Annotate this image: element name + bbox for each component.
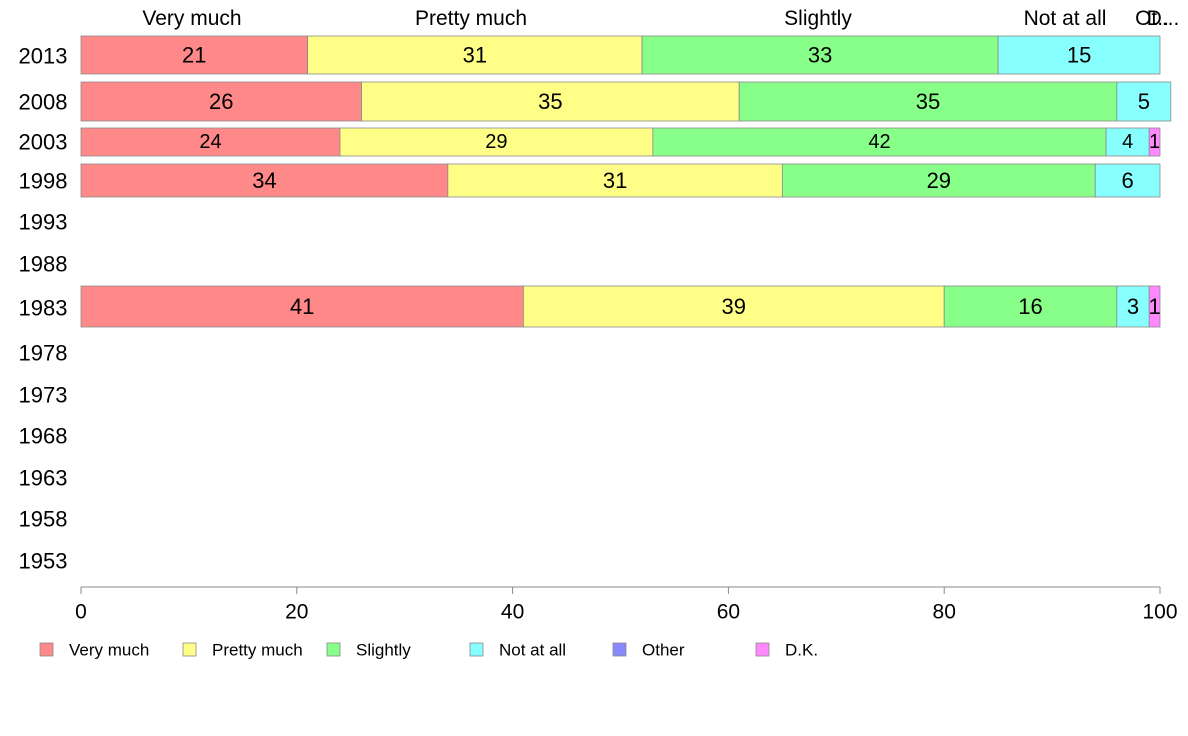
bar-1998-slightly <box>781 163 1096 198</box>
bar-2008-pretty-much <box>361 81 740 122</box>
y-label-1993: 1993 <box>19 210 68 235</box>
top-label-ot-: Ot.. <box>1135 7 1169 30</box>
y-label-2013: 2013 <box>19 44 68 69</box>
top-label-not-at-all: Not at all <box>1024 7 1107 30</box>
bar-1983-pretty-much <box>522 285 945 328</box>
bars-layer <box>80 35 1172 328</box>
bar-2008-not-at-all <box>1116 81 1172 122</box>
bar-1983-very-much <box>80 285 524 328</box>
legend-swatch-slightly <box>326 642 341 657</box>
legend-label-other: Other <box>642 641 685 660</box>
x-tick-label-60: 60 <box>717 601 740 624</box>
bar-label-1983-very-much: 41 <box>290 294 314 319</box>
bar-1983-slightly <box>943 285 1118 328</box>
legend: Very much Pretty much Slightly Not at all Ot… <box>39 641 818 660</box>
bar-label-2008-pretty-much: 35 <box>538 89 562 114</box>
bar-2003-slightly <box>652 127 1107 157</box>
bar-label-1983-not-at-all: 3 <box>1127 294 1139 319</box>
bar-2008-very-much <box>80 81 362 122</box>
bar-label-2003-d-k-: 1 <box>1149 131 1160 153</box>
y-label-1988: 1988 <box>19 252 68 277</box>
top-category-labels: Very much Pretty much Slightly Not at all Ot… <box>142 7 1179 30</box>
y-label-1953: 1953 <box>19 549 68 574</box>
top-label-d-: D... <box>1147 7 1180 30</box>
bar-label-1983-pretty-much: 39 <box>722 294 746 319</box>
bar-label-2008-not-at-all: 5 <box>1138 89 1150 114</box>
y-label-1983: 1983 <box>19 296 68 321</box>
top-label-slightly: Slightly <box>784 7 852 30</box>
bar-1998-very-much <box>80 163 449 198</box>
bar-label-2013-slightly: 33 <box>808 43 832 68</box>
x-tick-label-20: 20 <box>285 601 308 624</box>
x-tick-label-100: 100 <box>1142 601 1177 624</box>
y-label-1978: 1978 <box>19 341 68 366</box>
y-label-2003: 2003 <box>19 130 68 155</box>
y-label-2008: 2008 <box>19 90 68 115</box>
x-axis: 0 20 40 60 80 100 <box>75 586 1178 624</box>
bar-label-1998-not-at-all: 6 <box>1122 168 1134 193</box>
y-label-1968: 1968 <box>19 424 68 449</box>
legend-swatch-very-much <box>39 642 54 657</box>
bar-label-1983-slightly: 16 <box>1018 294 1042 319</box>
y-label-1958: 1958 <box>19 507 68 532</box>
bar-label-2008-very-much: 26 <box>209 89 233 114</box>
y-label-1973: 1973 <box>19 383 68 408</box>
bar-1998-pretty-much <box>447 163 783 198</box>
bar-1983-d-k- <box>1148 285 1161 328</box>
y-axis-labels: 2013 2008 2003 1998 1993 1988 1983 1978 1973 1968… <box>19 44 68 574</box>
bar-label-2013-not-at-all: 15 <box>1067 43 1091 68</box>
y-label-1998: 1998 <box>19 169 68 194</box>
bar-1983-not-at-all <box>1116 285 1150 328</box>
legend-swatch-d-k- <box>755 642 770 657</box>
bar-label-2008-slightly: 35 <box>916 89 940 114</box>
bar-label-1983-d-k-: 1 <box>1148 294 1160 319</box>
bar-2013-pretty-much <box>307 35 643 75</box>
bar-label-2003-pretty-much: 29 <box>485 131 507 153</box>
legend-swatch-pretty-much <box>182 642 197 657</box>
legend-swatch-not-at-all <box>469 642 484 657</box>
legend-label-pretty-much: Pretty much <box>212 641 303 660</box>
bar-2013-not-at-all <box>997 35 1161 75</box>
bar-2003-pretty-much <box>339 127 654 157</box>
legend-label-not-at-all: Not at all <box>499 641 566 660</box>
legend-label-very-much: Very much <box>69 641 149 660</box>
bar-label-2003-slightly: 42 <box>868 131 890 153</box>
legend-label-d-k-: D.K. <box>785 641 818 660</box>
bar-2003-d-k- <box>1148 127 1161 157</box>
legend-label-slightly: Slightly <box>356 641 411 660</box>
y-label-1963: 1963 <box>19 466 68 491</box>
bar-label-2003-very-much: 24 <box>199 131 221 153</box>
bar-label-1998-very-much: 34 <box>252 168 276 193</box>
bar-label-2013-pretty-much: 31 <box>463 43 487 68</box>
bar-label-2013-very-much: 21 <box>182 43 206 68</box>
bar-label-2003-not-at-all: 4 <box>1122 131 1133 153</box>
x-tick-label-40: 40 <box>501 601 524 624</box>
bar-label-1998-pretty-much: 31 <box>603 168 627 193</box>
top-label-pretty-much: Pretty much <box>415 7 527 30</box>
bar-2003-not-at-all <box>1105 127 1150 157</box>
x-tick-label-0: 0 <box>75 601 87 624</box>
bar-1998-not-at-all <box>1094 163 1161 198</box>
legend-swatch-other <box>612 642 627 657</box>
bar-label-1998-slightly: 29 <box>927 168 951 193</box>
bar-2008-slightly <box>738 81 1118 122</box>
x-tick-label-80: 80 <box>933 601 956 624</box>
bar-2003-very-much <box>80 127 341 157</box>
top-label-very-much: Very much <box>142 7 241 30</box>
